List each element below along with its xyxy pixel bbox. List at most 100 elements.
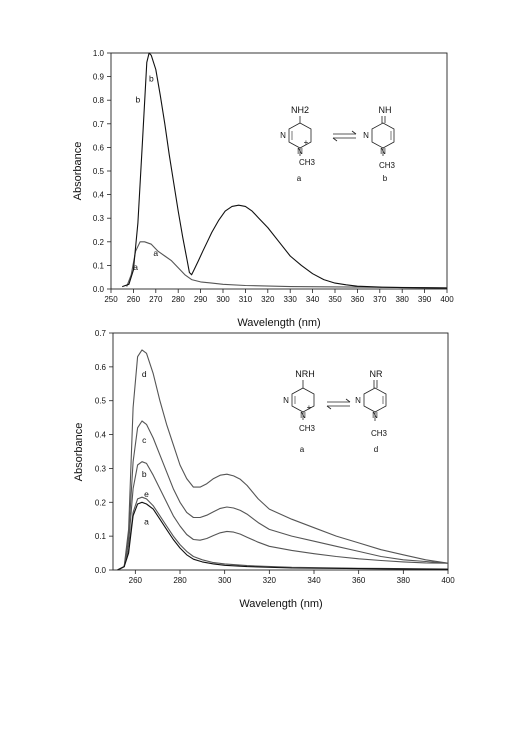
x-tick-label: 280 bbox=[172, 295, 186, 304]
axis-ticks-bottom: 260 280 300 320 340 360 380 400 0.0 0.1 0.2 0.3 0.4 0… bbox=[95, 329, 455, 585]
x-tick-label: 270 bbox=[149, 295, 163, 304]
x-axis-label-top: Wavelength (nm) bbox=[237, 317, 320, 329]
structure-b-top: NH N N CH3 b bbox=[363, 105, 395, 183]
y-axis-label-bottom: Absorbance bbox=[73, 423, 85, 482]
x-tick-label: 370 bbox=[373, 295, 387, 304]
series-line-e bbox=[117, 496, 449, 571]
curve-label-d: d bbox=[142, 369, 147, 379]
x-tick-label: 320 bbox=[261, 295, 275, 304]
y-tick-label: 0.2 bbox=[93, 238, 105, 247]
amine-group-a-bottom: NRH bbox=[295, 369, 315, 379]
chart-top: 250 260 270 280 290 300 310 320 330 340 350 360 370 3… bbox=[72, 49, 454, 329]
x-tick-label: 390 bbox=[418, 295, 432, 304]
y-tick-label: 0.9 bbox=[93, 73, 105, 82]
y-tick-label: 0.1 bbox=[93, 261, 105, 270]
methyl-a-bottom: CH3 bbox=[299, 424, 316, 433]
x-tick-label: 280 bbox=[173, 576, 187, 585]
y-tick-label: 0.4 bbox=[93, 191, 105, 200]
curve-label-b: b bbox=[149, 73, 154, 83]
x-tick-label: 320 bbox=[263, 576, 277, 585]
series-line-a bbox=[126, 241, 448, 289]
series-line-d bbox=[117, 349, 449, 571]
y-tick-label: 0.0 bbox=[95, 566, 107, 575]
charge-a-bottom: + bbox=[307, 403, 312, 412]
structure-label-b-top: b bbox=[383, 174, 388, 183]
x-tick-label: 380 bbox=[397, 576, 411, 585]
y-tick-label: 0.6 bbox=[95, 363, 107, 372]
structure-label-d-bottom: d bbox=[374, 445, 378, 454]
y-tick-label: 0.5 bbox=[93, 167, 105, 176]
ring-n-d2-bottom: N bbox=[372, 411, 378, 420]
x-tick-label: 340 bbox=[306, 295, 320, 304]
y-tick-label: 0.7 bbox=[93, 120, 105, 129]
x-tick-label: 400 bbox=[440, 295, 454, 304]
amine-group-a-top: NH2 bbox=[291, 105, 309, 115]
series-group-bottom bbox=[117, 349, 449, 571]
methyl-d-bottom: CH3 bbox=[371, 429, 388, 438]
methyl-a-top: CH3 bbox=[299, 158, 316, 167]
imine-group-b-top: NH bbox=[379, 105, 392, 115]
x-tick-label: 260 bbox=[127, 295, 141, 304]
y-tick-label: 0.2 bbox=[95, 498, 107, 507]
structure-label-a-top: a bbox=[297, 174, 302, 183]
x-axis-label-bottom: Wavelength (nm) bbox=[239, 598, 322, 610]
y-tick-label: 0.3 bbox=[93, 214, 105, 223]
ring-n-a2-top: N bbox=[297, 147, 303, 156]
curve-label-a: a bbox=[133, 262, 138, 272]
curve-label-b: b bbox=[142, 469, 147, 479]
x-tick-label: 340 bbox=[307, 576, 321, 585]
y-tick-label: 1.0 bbox=[93, 49, 105, 58]
y-tick-label: 0.3 bbox=[95, 464, 107, 473]
equilibrium-arrows-bottom bbox=[326, 398, 351, 410]
x-tick-label: 330 bbox=[284, 295, 298, 304]
chart-bottom: 260 280 300 320 340 360 380 400 0.0 0.1 0.2 0.3 0.4 0… bbox=[73, 329, 455, 610]
y-tick-label: 0.0 bbox=[93, 285, 105, 294]
series-line-c bbox=[117, 420, 449, 571]
x-tick-label: 300 bbox=[216, 295, 230, 304]
x-tick-label: 380 bbox=[396, 295, 410, 304]
chemical-scheme-top: NH2 N + N CH3 a NH N N bbox=[280, 105, 395, 183]
y-tick-label: 0.8 bbox=[93, 96, 105, 105]
ring-n-d1-bottom: N bbox=[355, 396, 361, 405]
structure-a-top: NH2 N + N CH3 a bbox=[280, 105, 315, 183]
equilibrium-arrows-top bbox=[332, 130, 357, 142]
x-tick-label: 400 bbox=[441, 576, 455, 585]
ring-n-b1-top: N bbox=[363, 131, 369, 140]
curve-labels-bottom: d c be a bbox=[142, 369, 149, 526]
plot-frame-bottom bbox=[112, 332, 449, 571]
imine-group-d-bottom: NR bbox=[370, 369, 383, 379]
y-tick-label: 0.5 bbox=[95, 397, 107, 406]
curve-label-a: a bbox=[144, 516, 149, 526]
series-line-b bbox=[117, 461, 449, 571]
structure-a-bottom: NRH N + N CH3 a bbox=[283, 369, 315, 454]
x-tick-label: 300 bbox=[218, 576, 232, 585]
curve-label-b: b bbox=[136, 95, 141, 105]
series-line-b bbox=[122, 52, 448, 289]
curve-label-c: c bbox=[142, 435, 147, 445]
y-tick-label: 0.1 bbox=[95, 532, 107, 541]
curve-label-e: e bbox=[144, 489, 149, 499]
y-axis-label-top: Absorbance bbox=[72, 142, 84, 201]
x-tick-label: 360 bbox=[351, 295, 365, 304]
structure-d-bottom: NR N N CH3 d bbox=[355, 369, 387, 454]
curve-labels-top: b b a a bbox=[133, 73, 158, 272]
structure-label-a-bottom: a bbox=[300, 445, 305, 454]
ring-n-a1-top: N bbox=[280, 131, 286, 140]
x-tick-label: 310 bbox=[239, 295, 253, 304]
x-tick-label: 360 bbox=[352, 576, 366, 585]
x-tick-label: 250 bbox=[104, 295, 118, 304]
ring-n-b2-top: N bbox=[380, 147, 386, 156]
y-tick-label: 0.6 bbox=[93, 143, 105, 152]
y-tick-label: 0.7 bbox=[95, 329, 107, 338]
ring-n-a1-bottom: N bbox=[283, 396, 289, 405]
x-tick-label: 290 bbox=[194, 295, 208, 304]
x-tick-label: 350 bbox=[328, 295, 342, 304]
series-line-a bbox=[117, 501, 449, 571]
chemical-scheme-bottom: NRH N + N CH3 a NR N N bbox=[283, 369, 387, 454]
methyl-b-top: CH3 bbox=[379, 161, 396, 170]
charge-a-top: + bbox=[304, 138, 309, 147]
axis-ticks-top: 250 260 270 280 290 300 310 320 330 340 350 360 370 3… bbox=[93, 49, 454, 304]
ring-n-a2-bottom: N bbox=[300, 411, 306, 420]
y-tick-label: 0.4 bbox=[95, 431, 107, 440]
